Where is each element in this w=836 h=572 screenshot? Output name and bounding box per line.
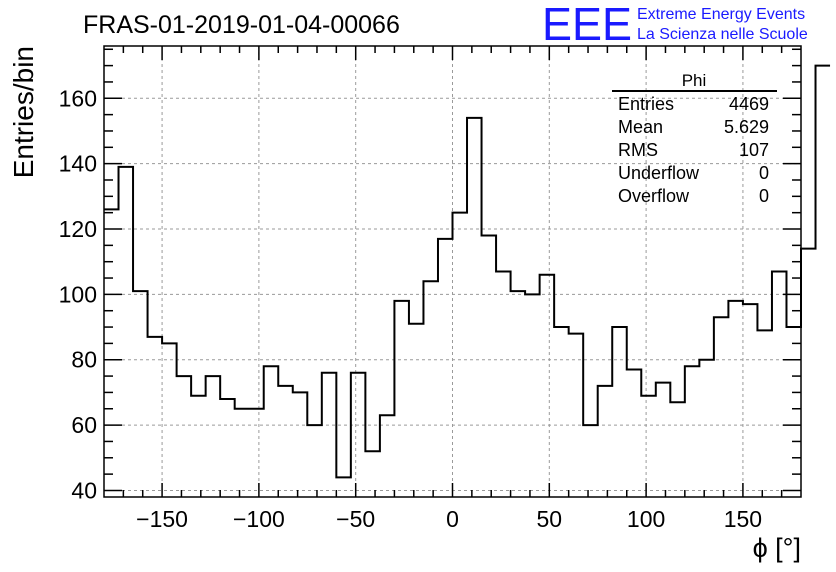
y-tick-label: 120: [59, 216, 97, 242]
stats-label-underflow: Underflow: [618, 163, 700, 183]
x-tick-label: −100: [233, 506, 285, 532]
histogram-bin-12: [278, 386, 293, 497]
histogram-bin-46: [772, 272, 787, 498]
y-tick-label: 100: [59, 281, 97, 307]
histogram-bin-29: [525, 294, 540, 497]
histogram-bin-7: [206, 376, 221, 497]
histogram-bin-41: [699, 360, 714, 497]
axis-ticks: [104, 46, 801, 497]
histogram-bin-36: [627, 370, 642, 497]
chart-title: FRAS-01-2019-01-04-00066: [83, 11, 400, 39]
eee-logo-mark: EEE: [542, 0, 632, 50]
stats-label-rms: RMS: [618, 140, 658, 160]
histogram-bin-4: [162, 343, 177, 497]
stats-label-entries: Entries: [618, 94, 674, 114]
x-axis-label: ϕ [°]: [753, 533, 801, 563]
stats-value-rms: 107: [739, 140, 769, 160]
x-tick-label: 100: [627, 506, 665, 532]
stats-value-entries: 4469: [729, 94, 769, 114]
histogram-bin-25: [467, 118, 482, 497]
histogram-bin-13: [293, 392, 308, 497]
histogram-bin-38: [656, 383, 671, 497]
y-axis-label: Entries/bin: [8, 46, 39, 178]
histogram-bin-24: [453, 213, 468, 497]
histogram-bin-10: [249, 409, 264, 497]
histogram-bin-47: [786, 327, 801, 497]
x-tick-label: −150: [136, 506, 188, 532]
y-tick-label: 60: [71, 412, 97, 438]
histogram-bin-9: [235, 409, 250, 497]
histogram-bin-37: [641, 396, 656, 497]
histogram-bin-6: [191, 396, 206, 497]
histogram-bin-0: [104, 209, 119, 497]
x-tick-label: 50: [537, 506, 563, 532]
histogram-bin-16: [336, 477, 351, 497]
y-tick-label: 160: [59, 85, 97, 111]
histogram-bin-14: [307, 425, 322, 497]
histogram-bin-40: [685, 366, 700, 497]
stats-value-mean: 5.629: [724, 117, 769, 137]
histogram-bin-20: [394, 301, 409, 497]
eee-logo: EEE Extreme Energy Events La Scienza nel…: [542, 0, 808, 50]
x-tick-label: 150: [724, 506, 762, 532]
histogram-bin-42: [714, 317, 729, 497]
histogram-outline: [104, 64, 831, 479]
eee-logo-line1: Extreme Energy Events: [637, 6, 805, 23]
histogram-bin-23: [438, 239, 453, 497]
histogram-bin-48: [801, 249, 816, 497]
histogram-bin-30: [540, 275, 555, 497]
histogram-bin-45: [757, 330, 772, 497]
histogram-bin-31: [554, 327, 569, 497]
histogram-bin-39: [670, 402, 685, 497]
y-tick-label: 40: [71, 477, 97, 503]
stats-box: Phi Entries 4469 Mean 5.629 RMS 107 Unde…: [612, 71, 777, 206]
histogram-bin-1: [119, 167, 134, 497]
eee-logo-line2: La Scienza nelle Scuole: [637, 26, 808, 43]
histogram-bin-33: [583, 425, 598, 497]
histogram-bin-11: [264, 366, 279, 497]
histogram-bin-28: [511, 291, 526, 497]
y-tick-label: 140: [59, 151, 97, 177]
histogram-bin-21: [409, 324, 424, 497]
histogram-bin-2: [133, 291, 148, 497]
stats-value-overflow: 0: [759, 186, 769, 206]
histogram-bin-44: [743, 304, 758, 497]
histogram-bin-3: [148, 337, 163, 497]
histogram-bin-34: [598, 386, 613, 497]
stats-label-mean: Mean: [618, 117, 663, 137]
histogram-bin-27: [496, 272, 511, 498]
histogram-bin-22: [423, 281, 438, 497]
histogram-bin-18: [365, 451, 380, 497]
x-tick-label: −50: [336, 506, 375, 532]
histogram-bin-26: [482, 236, 497, 497]
stats-title: Phi: [682, 71, 707, 90]
histogram-bin-19: [380, 415, 395, 497]
histogram-bin-15: [322, 373, 337, 497]
histogram-bin-8: [220, 399, 235, 497]
x-tick-label: 0: [446, 506, 459, 532]
histogram-bin-32: [569, 334, 584, 497]
stats-value-underflow: 0: [759, 163, 769, 183]
histogram-bin-49: [816, 66, 831, 497]
histogram-bin-35: [612, 327, 627, 497]
histogram-bin-43: [728, 301, 743, 497]
histogram-bin-17: [351, 373, 366, 497]
histogram-bin-5: [177, 376, 192, 497]
stats-label-overflow: Overflow: [618, 186, 690, 206]
y-tick-label: 80: [71, 347, 97, 373]
axis-tick-labels: −150 −100 −50 0 50 100 150 40 60 80 100 120 140 160: [59, 85, 762, 532]
